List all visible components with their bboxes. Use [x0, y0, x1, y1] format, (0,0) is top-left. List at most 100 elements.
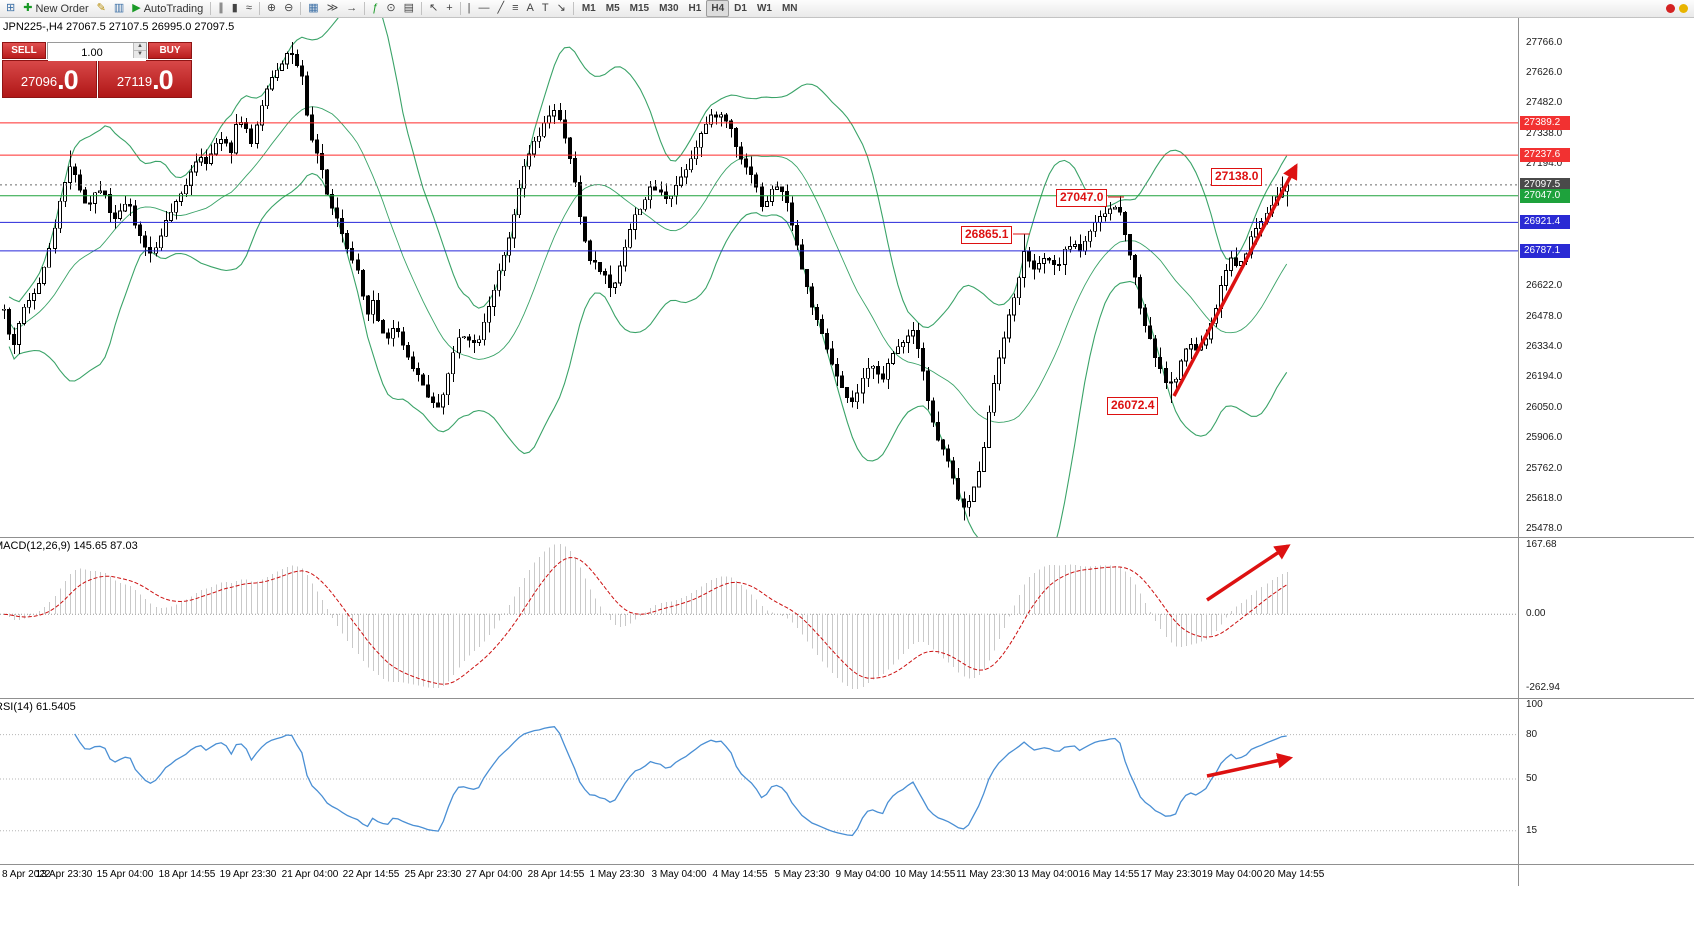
- bollinger-middle-band: [8, 106, 1288, 423]
- time-label: 11 May 23:30: [956, 869, 1016, 880]
- toolbar-separator: [258, 2, 260, 15]
- trend-arrow[interactable]: [1172, 163, 1298, 397]
- templates[interactable]: ▤: [400, 0, 418, 17]
- time-label: 18 Apr 14:55: [158, 869, 216, 880]
- volume-decrease-button[interactable]: ▼: [133, 50, 146, 58]
- toolbar-separator: [572, 2, 574, 15]
- price-callout[interactable]: 26865.1: [961, 226, 1013, 244]
- price-callout[interactable]: 27047.0: [1056, 189, 1108, 207]
- periods[interactable]: ⊙: [382, 0, 399, 17]
- volume-increase-button[interactable]: ▲: [133, 43, 146, 50]
- main-price-pane[interactable]: JPN225-,H4 27067.5 27107.5 26995.0 27097…: [0, 18, 1694, 537]
- tf-m5[interactable]: M5: [601, 0, 625, 17]
- time-label: 19 Apr 23:30: [219, 869, 277, 880]
- tf-mn-label: MN: [781, 3, 798, 14]
- vertical-line[interactable]: |: [464, 0, 475, 17]
- buy-price-button[interactable]: 27119.0: [97, 60, 192, 98]
- autotrading-label: AutoTrading: [143, 2, 204, 15]
- indicators[interactable]: ƒ: [368, 0, 382, 17]
- bar-chart-mode[interactable]: ∥: [214, 0, 228, 17]
- time-label: 13 Apr 23:30: [35, 869, 93, 880]
- equidistant-channel[interactable]: ≡: [508, 0, 522, 17]
- time-label: 5 May 23:30: [774, 869, 830, 880]
- metaeditor[interactable]: ✎: [93, 0, 110, 17]
- equidistant-channel-icon: ≡: [512, 2, 519, 14]
- time-label: 17 May 23:30: [1140, 869, 1202, 880]
- rsi-indicator-pane[interactable]: RSI(14) 61.5405 100 80 50 15: [0, 698, 1694, 864]
- new-chart[interactable]: ⊞: [2, 0, 19, 17]
- sell-price-button[interactable]: 27096.0: [2, 60, 97, 98]
- horizontal-line[interactable]: —: [474, 0, 493, 17]
- new-order[interactable]: ✚ New Order: [19, 0, 92, 17]
- trend-arrow[interactable]: [1206, 544, 1291, 602]
- toolbar-separator: [364, 2, 366, 15]
- chart-shift-icon: →: [346, 2, 358, 14]
- candlestick-chart-canvas[interactable]: [0, 18, 1518, 537]
- tile-windows[interactable]: ▦: [304, 0, 322, 17]
- tf-m30-label: M30: [659, 3, 679, 14]
- tf-m1[interactable]: M1: [577, 0, 601, 17]
- cursor[interactable]: ↖: [425, 0, 442, 17]
- autotrading[interactable]: ▶ AutoTrading: [128, 0, 207, 17]
- news-icon[interactable]: [1679, 4, 1688, 13]
- macd-scale-label: 0.00: [1526, 608, 1546, 619]
- chart-shift[interactable]: →: [342, 0, 361, 17]
- horizontal-line-icon: —: [478, 2, 490, 14]
- text-label[interactable]: T: [538, 0, 553, 17]
- tile-windows-icon: ▦: [308, 2, 319, 14]
- zoom-out[interactable]: ⊖: [280, 0, 297, 17]
- macd-indicator-pane[interactable]: MACD(12,26,9) 145.65 87.03 167.68 0.00 -26…: [0, 537, 1694, 698]
- auto-scroll[interactable]: ≫: [323, 0, 343, 17]
- trend-arrow[interactable]: [1206, 752, 1294, 778]
- time-label: 27 Apr 04:00: [465, 869, 523, 880]
- tf-h4-label: H4: [711, 3, 725, 14]
- time-label: 20 May 14:55: [1263, 869, 1325, 880]
- buy-button[interactable]: BUY: [148, 42, 192, 59]
- tf-m30[interactable]: M30: [654, 0, 683, 17]
- price-scale-label: 26050.0: [1526, 402, 1563, 413]
- price-tag: 27047.0: [1520, 189, 1570, 203]
- time-label: 25 Apr 23:30: [404, 869, 462, 880]
- macd-chart-canvas[interactable]: [0, 538, 1518, 697]
- one-click-trading-panel: SELL ▲ ▼ BUY 27096.0 27119.0: [2, 42, 192, 98]
- time-label: 16 May 14:55: [1078, 869, 1140, 880]
- tf-mn[interactable]: MN: [777, 0, 803, 17]
- templates-icon: ▤: [403, 2, 414, 14]
- vertical-line-icon: |: [467, 2, 471, 14]
- arrows-tool[interactable]: ↘: [553, 0, 570, 17]
- bar-chart-mode-icon: ∥: [218, 2, 224, 14]
- tf-h4[interactable]: H4: [706, 0, 730, 17]
- price-tag: 26787.1: [1520, 244, 1570, 258]
- price-tag: 27389.2: [1520, 116, 1570, 130]
- line-chart-mode[interactable]: ≈: [242, 0, 256, 17]
- price-scale-label: 26334.0: [1526, 341, 1563, 352]
- time-label: 4 May 14:55: [712, 869, 768, 880]
- tf-m15-label: M15: [629, 3, 650, 14]
- candlestick-mode[interactable]: ▮: [228, 0, 242, 17]
- auto-scroll-icon: ≫: [326, 2, 339, 14]
- price-callout[interactable]: 26072.4: [1107, 397, 1159, 415]
- tf-h1[interactable]: H1: [684, 0, 707, 17]
- sell-button[interactable]: SELL: [2, 42, 46, 59]
- crosshair[interactable]: +: [442, 0, 456, 17]
- arrows-tool-icon: ↘: [556, 2, 566, 14]
- tf-w1[interactable]: W1: [752, 0, 777, 17]
- time-axis[interactable]: 8 Apr 2022 13 Apr 23:30 15 Apr 04:00 18 Apr…: [0, 864, 1694, 887]
- terminal[interactable]: ▥: [110, 0, 128, 17]
- time-label: 13 May 04:00: [1017, 869, 1079, 880]
- volume-input[interactable]: [48, 45, 146, 61]
- tf-d1[interactable]: D1: [729, 0, 752, 17]
- trendline[interactable]: ╱: [493, 0, 508, 17]
- rsi-chart-canvas[interactable]: [0, 699, 1518, 863]
- connection-status-icon[interactable]: [1666, 4, 1675, 13]
- tf-m15[interactable]: M15: [625, 0, 654, 17]
- zoom-in-icon: ⊕: [266, 2, 277, 14]
- cursor-icon: ↖: [428, 2, 439, 14]
- zoom-in[interactable]: ⊕: [263, 0, 280, 17]
- rsi-scale-label: 80: [1526, 729, 1538, 740]
- buy-price-fraction: .0: [152, 65, 174, 95]
- price-callout[interactable]: 27138.0: [1211, 168, 1263, 186]
- text[interactable]: A: [523, 0, 538, 17]
- crosshair-icon: +: [446, 2, 453, 14]
